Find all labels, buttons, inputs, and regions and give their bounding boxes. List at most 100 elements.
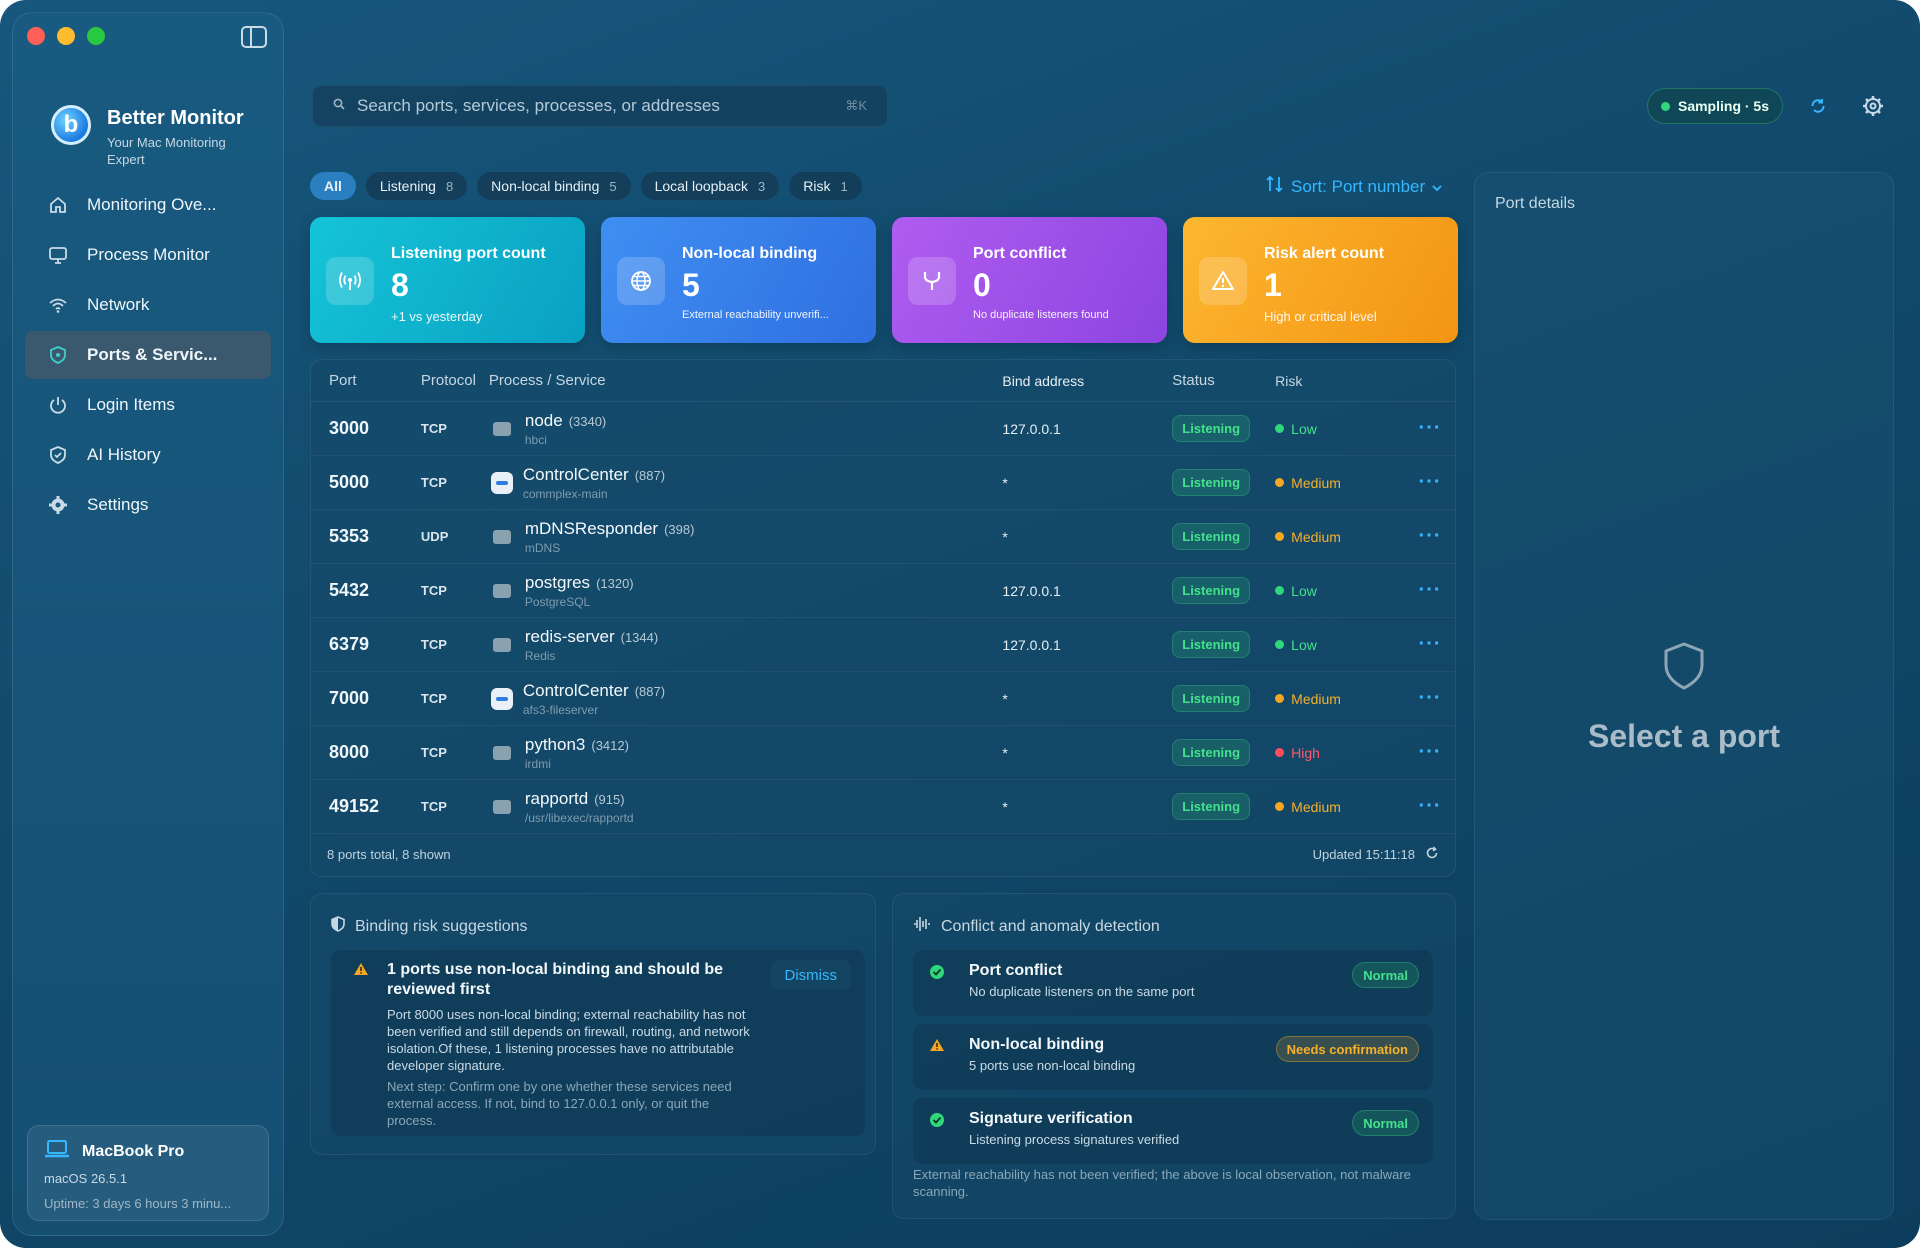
sidebar-item-monitoring-overview[interactable]: Monitoring Ove... bbox=[25, 181, 271, 229]
more-actions-icon[interactable]: ··· bbox=[1418, 741, 1442, 763]
panel-title: Port details bbox=[1495, 195, 1576, 212]
header-bind-address[interactable]: Bind address bbox=[1002, 372, 1085, 389]
card-title: Non-local binding bbox=[682, 245, 818, 262]
refresh-icon[interactable] bbox=[1806, 94, 1830, 118]
table-row[interactable]: 3000 TCP node (3340) hbci 127.0.0.1 Listening L… bbox=[311, 402, 1455, 456]
table-row[interactable]: 49152 TCP rapportd (915) /usr/libexec/rappor… bbox=[311, 780, 1455, 834]
detection-item-signature-verification[interactable]: Signature verification Listening process… bbox=[913, 1098, 1433, 1164]
more-actions-icon[interactable]: ··· bbox=[1418, 471, 1442, 493]
sidebar-nav: Monitoring Ove... Process Monitor Networ… bbox=[25, 181, 271, 531]
service-name: PostgreSQL bbox=[524, 594, 591, 609]
close-window-button[interactable] bbox=[27, 27, 45, 45]
zoom-window-button[interactable] bbox=[87, 27, 105, 45]
header-risk[interactable]: Risk bbox=[1275, 372, 1303, 389]
sidebar-item-network[interactable]: Network bbox=[25, 281, 271, 329]
process-cell: node (3340) hbci bbox=[489, 411, 1003, 447]
filter-chip-local-loopback[interactable]: Local loopback 3 bbox=[640, 172, 780, 200]
sidebar-item-settings[interactable]: Settings bbox=[25, 481, 271, 529]
sort-dropdown[interactable]: Sort: Port number bbox=[1265, 175, 1443, 198]
dismiss-button[interactable]: Dismiss bbox=[770, 960, 851, 990]
card-non-local-binding[interactable]: Non-local binding 5 External reachabilit… bbox=[601, 217, 876, 343]
more-actions-icon[interactable]: ··· bbox=[1418, 579, 1442, 601]
port-number: 7000 bbox=[329, 688, 370, 708]
port-number: 8000 bbox=[329, 742, 370, 762]
risk-dot-icon bbox=[1275, 424, 1285, 433]
service-name: commplex-main bbox=[522, 486, 608, 501]
table-header: Port Protocol Process / Service Bind add… bbox=[311, 360, 1455, 402]
process-cell: ControlCenter (887) commplex-main bbox=[489, 465, 1003, 501]
risk-title: 1 ports use non-local binding and should… bbox=[387, 961, 724, 998]
status-badge: Listening bbox=[1172, 793, 1251, 820]
header-process[interactable]: Process / Service bbox=[488, 372, 606, 389]
more-actions-icon[interactable]: ··· bbox=[1418, 417, 1442, 439]
shield-outline-icon bbox=[1662, 642, 1706, 695]
sidebar: b Better Monitor Your Mac Monitoring Exp… bbox=[12, 12, 284, 1236]
card-risk-alerts[interactable]: Risk alert count 1 High or critical leve… bbox=[1183, 217, 1458, 343]
detection-title: Port conflict bbox=[969, 962, 1063, 979]
port-number: 5000 bbox=[329, 472, 370, 492]
sidebar-item-ports-services[interactable]: Ports & Servic... bbox=[25, 331, 271, 379]
service-name: Redis bbox=[524, 648, 556, 663]
check-circle-icon bbox=[929, 1112, 945, 1133]
table-row[interactable]: 5432 TCP postgres (1320) PostgreSQL 127.0.0.1… bbox=[311, 564, 1455, 618]
sidebar-item-ai-history[interactable]: AI History bbox=[25, 431, 271, 479]
table-row[interactable]: 8000 TCP python3 (3412) irdmi * Listening High ·… bbox=[311, 726, 1455, 780]
table-row[interactable]: 5353 UDP mDNSResponder (398) mDNS * Listening M… bbox=[311, 510, 1455, 564]
more-actions-icon[interactable]: ··· bbox=[1418, 525, 1442, 547]
app-window-icon bbox=[492, 583, 511, 598]
search-input[interactable]: Search ports, services, processes, or ad… bbox=[312, 85, 888, 127]
updated-time: Updated 15:11:18 bbox=[1312, 846, 1415, 862]
detection-subtitle: 5 ports use non-local binding bbox=[969, 1058, 1136, 1073]
service-name: irdmi bbox=[524, 756, 551, 771]
minimize-window-button[interactable] bbox=[57, 27, 75, 45]
card-port-conflict[interactable]: Port conflict 0 No duplicate listeners f… bbox=[892, 217, 1167, 343]
service-name: /usr/libexec/rapportd bbox=[524, 810, 634, 825]
process-name: mDNSResponder bbox=[524, 518, 659, 538]
shield-icon bbox=[47, 344, 69, 366]
table-row[interactable]: 6379 TCP redis-server (1344) Redis 127.0.0.1 L… bbox=[311, 618, 1455, 672]
header-protocol[interactable]: Protocol bbox=[420, 372, 476, 389]
filter-chip-non-local-binding[interactable]: Non-local binding 5 bbox=[477, 172, 631, 200]
bind-address: 127.0.0.1 bbox=[1002, 420, 1061, 437]
refresh-icon[interactable] bbox=[1425, 845, 1439, 863]
sidebar-item-login-items[interactable]: Login Items bbox=[25, 381, 271, 429]
risk-suggestion-card: 1 ports use non-local binding and should… bbox=[331, 950, 865, 1136]
filter-chip-listening[interactable]: Listening 8 bbox=[365, 172, 468, 200]
table-row[interactable]: 7000 TCP ControlCenter (887) afs3-fileserver… bbox=[311, 672, 1455, 726]
filter-chip-all[interactable]: All bbox=[310, 172, 356, 200]
status-badge: Normal bbox=[1352, 962, 1419, 988]
sidebar-item-label: Ports & Servic... bbox=[87, 345, 218, 364]
filter-label: Listening bbox=[379, 178, 436, 194]
window-controls bbox=[27, 27, 105, 45]
card-listening-ports[interactable]: Listening port count 8 +1 vs yesterday bbox=[310, 217, 585, 343]
sidebar-item-process-monitor[interactable]: Process Monitor bbox=[25, 231, 271, 279]
process-cell: postgres (1320) PostgreSQL bbox=[489, 573, 1003, 609]
process-name: ControlCenter bbox=[522, 680, 629, 700]
risk-level: Medium bbox=[1291, 528, 1341, 545]
filter-count: 1 bbox=[840, 178, 848, 194]
card-value: 0 bbox=[973, 267, 991, 303]
header-status[interactable]: Status bbox=[1172, 372, 1215, 389]
gear-icon[interactable] bbox=[1861, 94, 1885, 118]
app-window-icon bbox=[492, 745, 511, 760]
port-number: 5353 bbox=[329, 526, 370, 546]
sampling-badge[interactable]: Sampling · 5s bbox=[1647, 88, 1783, 124]
status-badge: Listening bbox=[1172, 577, 1251, 604]
detection-item-non-local-binding[interactable]: Non-local binding 5 ports use non-local … bbox=[913, 1024, 1433, 1090]
app-window-icon bbox=[492, 799, 511, 814]
filter-chip-risk[interactable]: Risk 1 bbox=[789, 172, 862, 200]
process-cell: redis-server (1344) Redis bbox=[489, 627, 1003, 663]
detection-item-port-conflict[interactable]: Port conflict No duplicate listeners on … bbox=[913, 950, 1433, 1016]
panel-title: Binding risk suggestions bbox=[355, 917, 528, 935]
sidebar-toggle-icon[interactable] bbox=[241, 26, 267, 48]
process-name: postgres bbox=[524, 572, 591, 592]
sidebar-item-label: Process Monitor bbox=[87, 245, 210, 264]
protocol: TCP bbox=[420, 799, 447, 814]
header-port[interactable]: Port bbox=[329, 372, 357, 389]
fork-icon bbox=[908, 257, 956, 305]
table-row[interactable]: 5000 TCP ControlCenter (887) commplex-main * L… bbox=[311, 456, 1455, 510]
more-actions-icon[interactable]: ··· bbox=[1418, 687, 1442, 709]
more-actions-icon[interactable]: ··· bbox=[1418, 633, 1442, 655]
more-actions-icon[interactable]: ··· bbox=[1418, 795, 1442, 817]
risk-level: Medium bbox=[1291, 690, 1341, 707]
